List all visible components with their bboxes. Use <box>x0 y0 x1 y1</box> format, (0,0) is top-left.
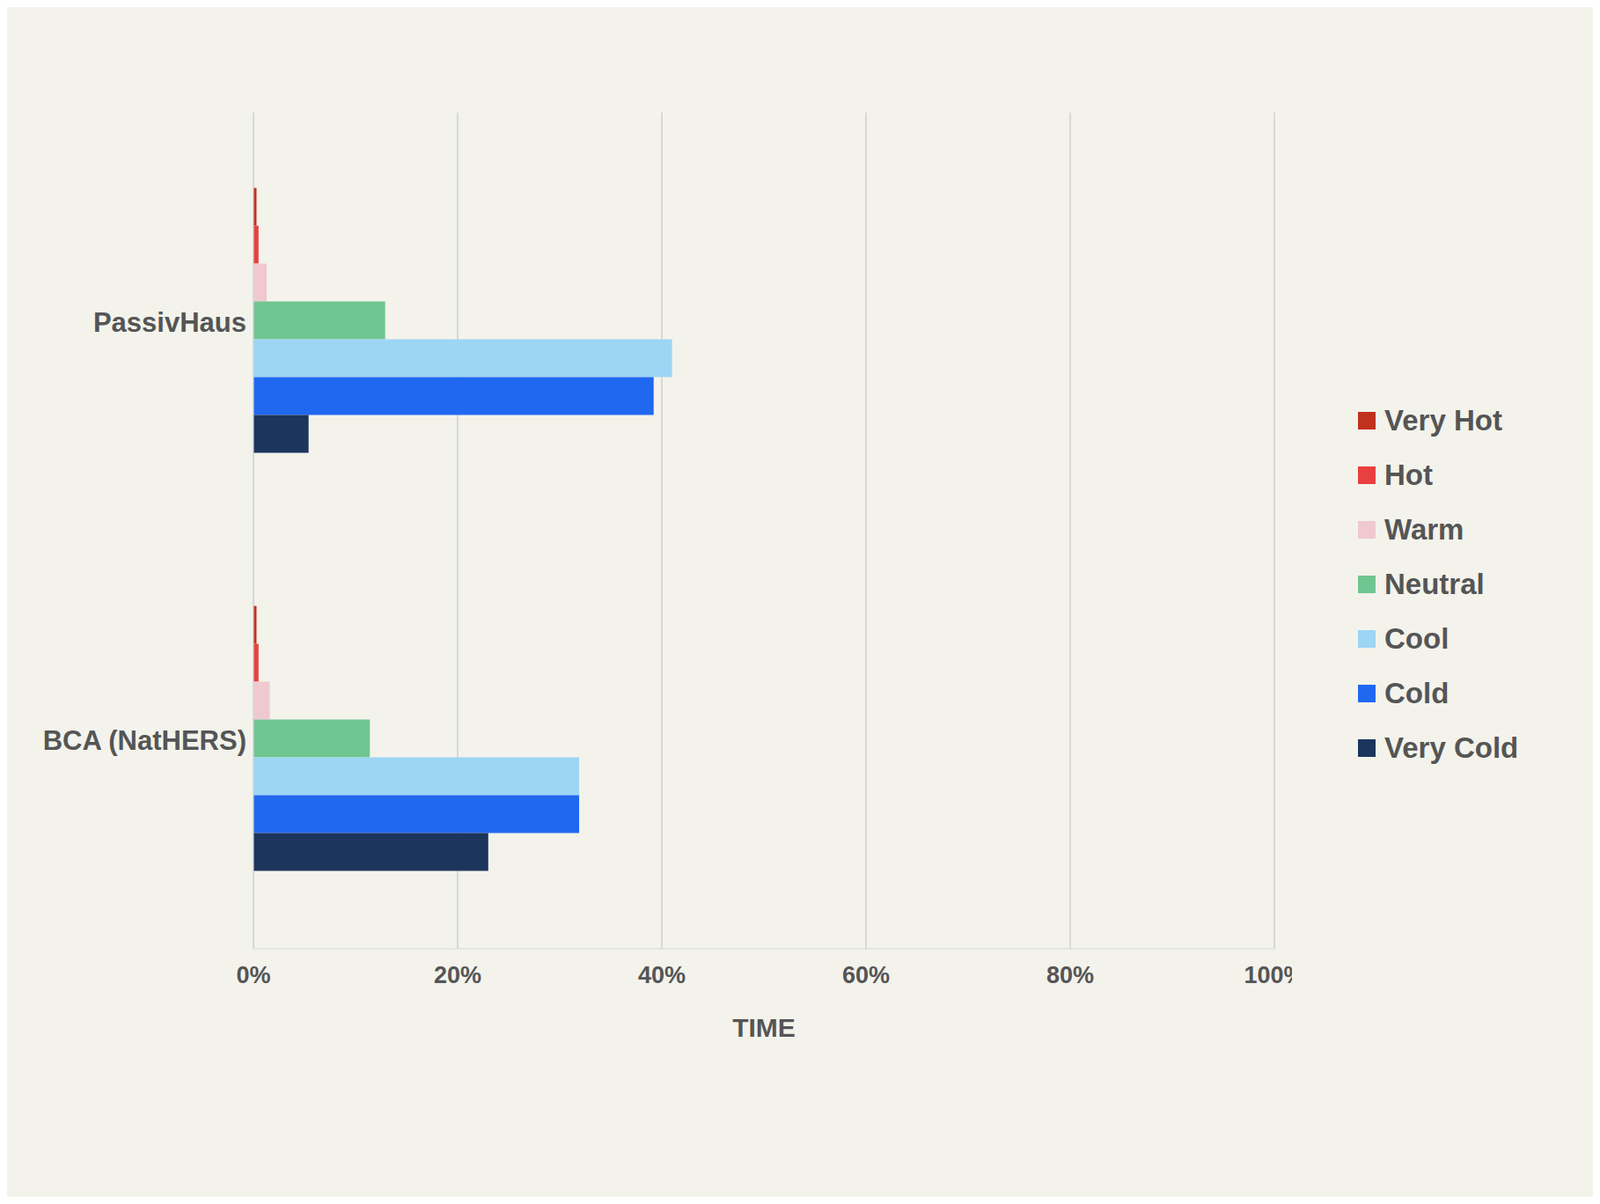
svg-text:100%: 100% <box>1243 961 1292 989</box>
svg-text:0%: 0% <box>235 961 271 989</box>
svg-text:PassivHaus: PassivHaus <box>93 307 247 338</box>
svg-text:TIME: TIME <box>732 1012 796 1043</box>
html-text:Very Cold: Very Cold <box>1384 731 1519 764</box>
html-text:Neutral: Neutral <box>1384 567 1485 601</box>
html-text:Cold: Cold <box>1384 676 1449 710</box>
html-text:Warm: Warm <box>1384 513 1465 546</box>
svg-text:20%: 20% <box>433 961 482 989</box>
svg-text:40%: 40% <box>638 961 686 989</box>
svg-text:60%: 60% <box>842 961 890 989</box>
html-text:Cool: Cool <box>1384 622 1449 655</box>
svg-text:80%: 80% <box>1046 961 1094 989</box>
svg-text:BCA (NatHERS): BCA (NatHERS) <box>43 725 247 756</box>
html-text:Very Hot: Very Hot <box>1384 403 1503 437</box>
html-text:Hot: Hot <box>1384 458 1433 492</box>
